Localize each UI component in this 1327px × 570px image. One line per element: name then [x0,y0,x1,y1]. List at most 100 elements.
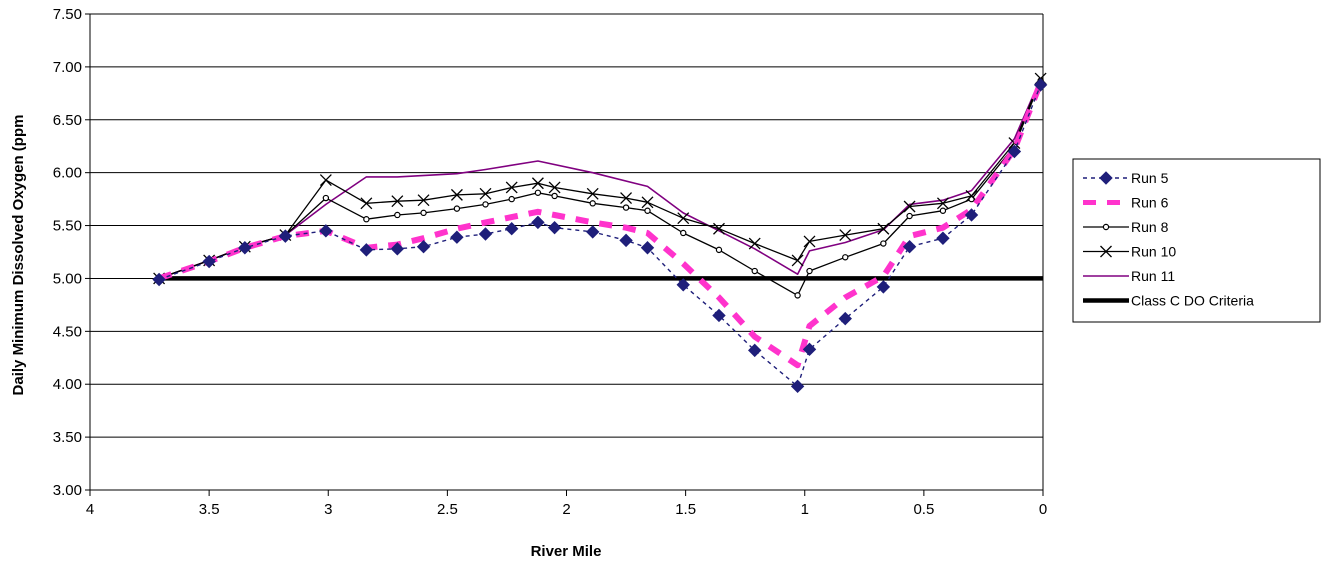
legend: Run 5 Run 6 Run 8 Run 10 Run 11 Class C DO Cr… [1072,158,1321,323]
data-point-run-8 [751,267,758,275]
series-run-5 [152,78,1048,394]
data-point-run-8 [680,229,687,237]
data-point-run-10 [839,229,852,242]
series-run-6 [158,81,1044,369]
y-tick-label: 6.00 [53,165,82,182]
data-point-run-5 [531,215,545,230]
data-point-run-8 [806,267,813,275]
series-layer [152,72,1048,394]
legend-marker-run-10-stroke-b [1100,245,1112,258]
data-point-run-5 [790,379,805,394]
data-point-run-10 [548,181,561,194]
legend-label-class-c-do-criteria: Class C DO Criteria [1131,293,1254,309]
data-point-run-10-stroke-b [586,187,599,200]
data-point-run-5 [238,241,252,255]
legend-marker-run-10 [1100,245,1112,258]
axis-layer: 3.003.504.004.505.005.506.006.507.007.50… [53,6,1047,518]
y-axis-title: Daily Minimum Dissolved Oxygen (ppm [10,115,27,396]
x-tick-label: 3.5 [199,501,220,518]
data-point-run-10-stroke-b [791,254,804,267]
data-point-run-5 [547,220,562,235]
y-tick-label: 3.00 [53,482,82,499]
data-point-run-10-stroke-b [620,192,633,205]
data-point-run-10 [450,188,463,201]
data-point-run-10-stroke-b [548,181,561,194]
data-point-run-10 [479,187,492,200]
x-tick-label: 0.5 [913,501,934,518]
series-line-run-11 [158,78,1042,280]
data-point-run-10-stroke-b [936,197,949,210]
series-run-10 [153,72,1047,285]
data-point-run-8 [363,216,370,223]
data-point-run-8 [906,212,913,220]
series-line-run-10 [158,78,1042,280]
series-run-11 [158,78,1042,280]
x-tick-label: 4 [86,501,94,518]
data-point-run-10-stroke-b [417,194,430,207]
data-point-run-8 [420,209,427,217]
legend-marker-run-5 [1099,171,1113,185]
legend-item-run-8: Run 8 [1083,219,1169,235]
series-run-8 [155,77,1044,299]
data-point-run-10-stroke-b [505,181,518,194]
legend-item-run-11: Run 11 [1083,268,1175,284]
x-tick-label: 1.5 [675,501,696,518]
data-point-run-10 [319,174,332,187]
data-point-run-10-stroke-b [391,195,404,208]
data-point-run-5 [319,224,333,238]
series-line-run-6 [158,81,1044,369]
data-point-run-8 [842,254,849,261]
data-point-run-5 [640,241,655,255]
y-tick-label: 7.50 [53,6,82,23]
legend-item-class-c-do-criteria: Class C DO Criteria [1083,293,1254,309]
data-point-run-8 [453,205,461,212]
data-point-run-10 [641,196,654,209]
x-tick-label: 2.5 [437,501,458,518]
data-point-run-10 [713,222,725,235]
y-tick-label: 5.50 [53,218,82,235]
data-point-run-5 [450,230,464,244]
data-point-run-10 [360,197,373,210]
data-point-run-5 [478,227,493,241]
series-line-run-8 [158,80,1042,297]
y-tick-label: 7.00 [53,59,82,76]
legend-label-run-5: Run 5 [1131,170,1169,186]
data-point-run-5 [619,233,633,248]
y-tick-label: 3.50 [53,429,82,446]
data-point-run-5 [964,208,979,222]
legend-item-run-6: Run 6 [1083,195,1169,211]
x-tick-label: 3 [324,501,332,518]
data-point-run-10-stroke-b [360,197,373,210]
legend-marker-run-8 [1102,223,1110,231]
data-point-run-10-stroke-b [450,188,463,201]
data-point-run-10-stroke-b [479,187,492,200]
data-point-run-5 [676,278,690,292]
data-point-run-10 [677,212,690,225]
data-point-run-5 [278,229,293,243]
data-point-run-10-stroke-b [903,200,916,213]
data-point-run-10 [748,237,761,250]
data-point-run-5 [748,343,762,358]
x-axis-title: River Mile [531,543,602,560]
data-point-run-10-stroke-b [319,174,332,187]
data-point-run-8 [715,246,723,254]
data-point-run-5 [390,242,405,256]
data-point-run-5 [902,240,917,254]
y-tick-label: 6.50 [53,112,82,129]
data-point-run-5 [1007,144,1022,159]
y-tick-label: 4.00 [53,376,82,393]
data-point-run-8 [508,195,515,203]
legend-item-run-5: Run 5 [1083,170,1169,186]
data-point-run-8 [939,207,947,214]
data-point-run-5 [712,308,726,323]
data-point-run-8 [622,204,630,211]
data-point-run-10 [531,177,544,190]
x-tick-label: 1 [801,501,809,518]
data-point-run-8 [794,292,801,299]
data-point-run-10-stroke-b [839,229,852,242]
data-point-run-8 [644,207,651,214]
y-tick-label: 4.50 [53,323,82,340]
data-point-run-8 [589,200,596,207]
x-tick-label: 2 [562,501,570,518]
